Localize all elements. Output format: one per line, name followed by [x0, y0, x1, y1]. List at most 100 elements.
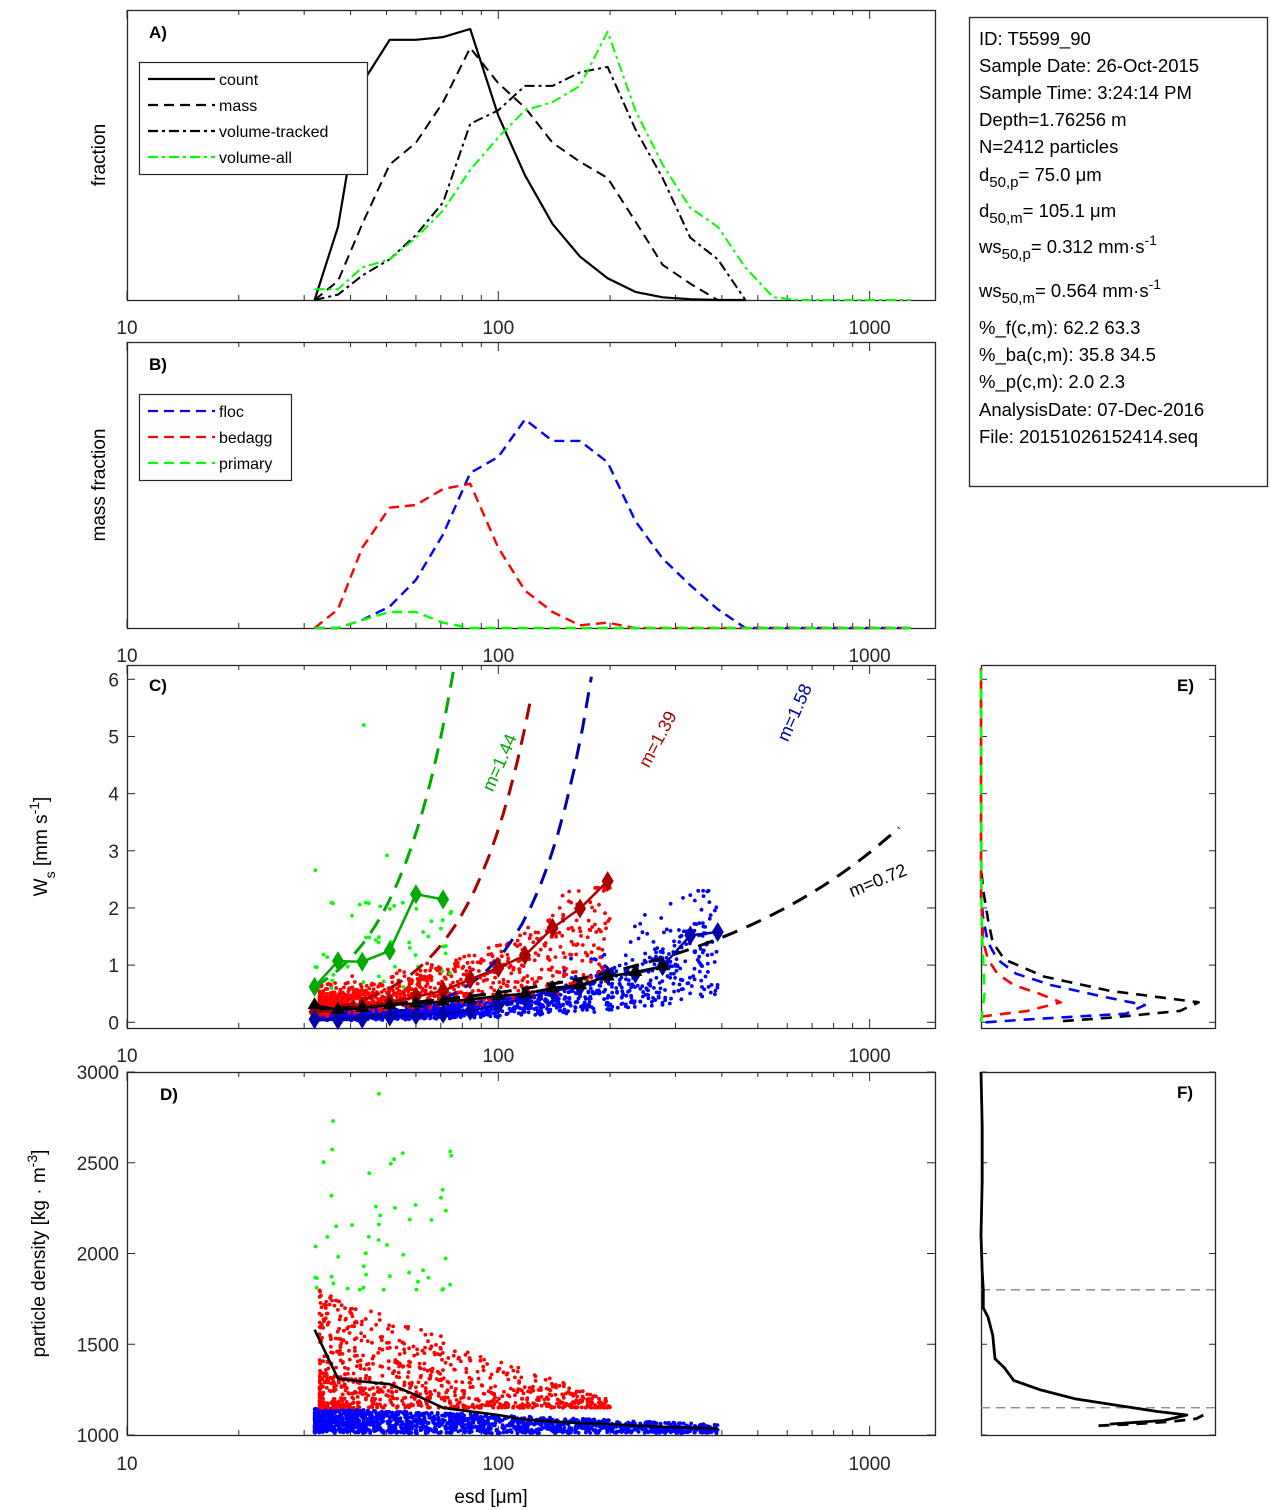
scatter-point-bedagg: [369, 1327, 374, 1332]
scatter-point-floc: [567, 996, 572, 1000]
scatter-point-floc: [387, 1424, 392, 1429]
scatter-point-bedagg: [401, 1402, 406, 1406]
scatter-point-floc: [375, 1414, 380, 1419]
scatter-point-bedagg: [386, 1394, 391, 1398]
scatter-point-bedagg: [371, 1386, 375, 1390]
scatter-point-floc: [573, 1009, 577, 1013]
scatter-point-bedagg: [415, 972, 419, 977]
scatter-point-floc: [677, 982, 682, 987]
scatter-point-bedagg: [371, 1354, 376, 1359]
scatter-point-bedagg: [482, 1392, 487, 1396]
scatter-point-floc: [349, 1413, 354, 1418]
scatter-point-floc: [329, 1427, 334, 1431]
scatter-point-floc: [603, 964, 607, 969]
scatter-point-floc: [605, 1007, 610, 1011]
scatter-point-bedagg: [401, 1396, 406, 1401]
scatter-point-floc: [534, 1006, 539, 1010]
scatter-point-floc: [595, 1431, 599, 1435]
binned-mean-marker-all: [382, 997, 397, 1010]
scatter-point-bedagg: [322, 996, 326, 1000]
scatter-point-floc: [710, 952, 714, 957]
scatter-point-bedagg: [557, 906, 562, 910]
binned-mean-marker-floc: [711, 921, 724, 942]
y-axis-label: mass fraction: [89, 429, 110, 542]
scatter-point-bedagg: [580, 1399, 585, 1404]
scatter-point-floc: [323, 1419, 328, 1424]
scatter-point-bedagg: [561, 951, 566, 955]
scatter-point-floc: [378, 1428, 383, 1432]
scatter-point-floc: [468, 1412, 473, 1417]
scatter-point-floc: [366, 1408, 370, 1413]
scatter-point-bedagg: [561, 1404, 566, 1409]
scatter-point-bedagg: [557, 970, 562, 975]
scatter-point-bedagg: [589, 950, 594, 955]
scatter-point-floc: [573, 1428, 577, 1433]
scatter-point-floc: [457, 1421, 462, 1426]
scatter-point-bedagg: [359, 984, 364, 989]
scatter-point-floc: [341, 1411, 346, 1416]
scatter-point-bedagg: [467, 965, 472, 970]
scatter-point-bedagg: [513, 980, 518, 984]
scatter-point-floc: [493, 1014, 498, 1019]
scatter-point-bedagg: [318, 1301, 323, 1305]
scatter-point-bedagg: [346, 997, 351, 1002]
y-axis-label-part: ]: [31, 797, 52, 802]
scatter-point-bedagg: [486, 952, 491, 957]
scatter-point-primary: [407, 946, 412, 950]
scatter-point-bedagg: [508, 963, 513, 968]
scatter-point-bedagg: [414, 1390, 419, 1394]
scatter-point-bedagg: [475, 1397, 480, 1402]
scatter-point-bedagg: [480, 1002, 485, 1007]
scatter-point-bedagg: [511, 1368, 516, 1373]
scatter-point-floc: [700, 985, 704, 989]
scatter-point-floc: [678, 966, 683, 971]
scatter-point-floc: [457, 1012, 462, 1017]
scatter-point-floc: [388, 1419, 393, 1424]
scatter-point-bedagg: [386, 990, 390, 995]
scatter-point-floc: [480, 1418, 485, 1423]
scatter-point-bedagg: [317, 1395, 322, 1400]
scatter-point-bedagg: [344, 1340, 349, 1345]
scatter-point-floc: [646, 988, 650, 993]
scatter-point-bedagg: [451, 980, 455, 985]
scatter-point-bedagg: [465, 1350, 470, 1355]
scatter-point-bedagg: [402, 1350, 407, 1355]
scatter-point-bedagg: [603, 921, 608, 926]
binned-mean-marker-floc: [437, 1003, 450, 1024]
scatter-point-primary: [329, 986, 334, 991]
scatter-point-floc: [706, 970, 710, 974]
scatter-point-floc: [395, 1416, 400, 1420]
scatter-point-bedagg: [574, 952, 579, 957]
scatter-point-bedagg: [550, 965, 554, 970]
scatter-point-bedagg: [557, 1405, 562, 1409]
scatter-point-bedagg: [321, 1396, 325, 1401]
scatter-point-bedagg: [352, 1337, 357, 1342]
scatter-point-bedagg: [566, 926, 571, 931]
scatter-point-bedagg: [317, 1387, 322, 1392]
scatter-point-floc: [460, 1412, 465, 1416]
scatter-point-bedagg: [398, 992, 403, 997]
scatter-point-bedagg: [428, 1390, 432, 1394]
scatter-point-bedagg: [428, 1006, 432, 1010]
scatter-point-bedagg: [428, 985, 433, 990]
scatter-point-bedagg: [539, 1395, 544, 1399]
scatter-point-bedagg: [385, 1341, 389, 1345]
scatter-point-floc: [561, 1010, 566, 1015]
binned-mean-marker-floc: [464, 1000, 477, 1021]
scatter-point-floc: [428, 1016, 433, 1021]
scatter-point-floc: [316, 1418, 321, 1423]
scatter-point-floc: [372, 1425, 377, 1429]
scatter-point-floc: [539, 1009, 544, 1014]
scatter-point-bedagg: [519, 983, 524, 988]
scatter-point-floc: [475, 1412, 479, 1417]
scatter-point-floc: [576, 1431, 581, 1435]
series-line-volume-all: [314, 30, 911, 301]
binned-mean-marker-floc: [383, 1006, 396, 1027]
scatter-point-bedagg: [443, 1360, 448, 1365]
binned-mean-marker-floc: [331, 1009, 344, 1030]
scatter-point-floc: [538, 1005, 543, 1009]
scatter-point-floc: [370, 1418, 375, 1423]
scatter-point-floc: [714, 1429, 719, 1433]
scatter-point-bedagg: [361, 1353, 365, 1358]
